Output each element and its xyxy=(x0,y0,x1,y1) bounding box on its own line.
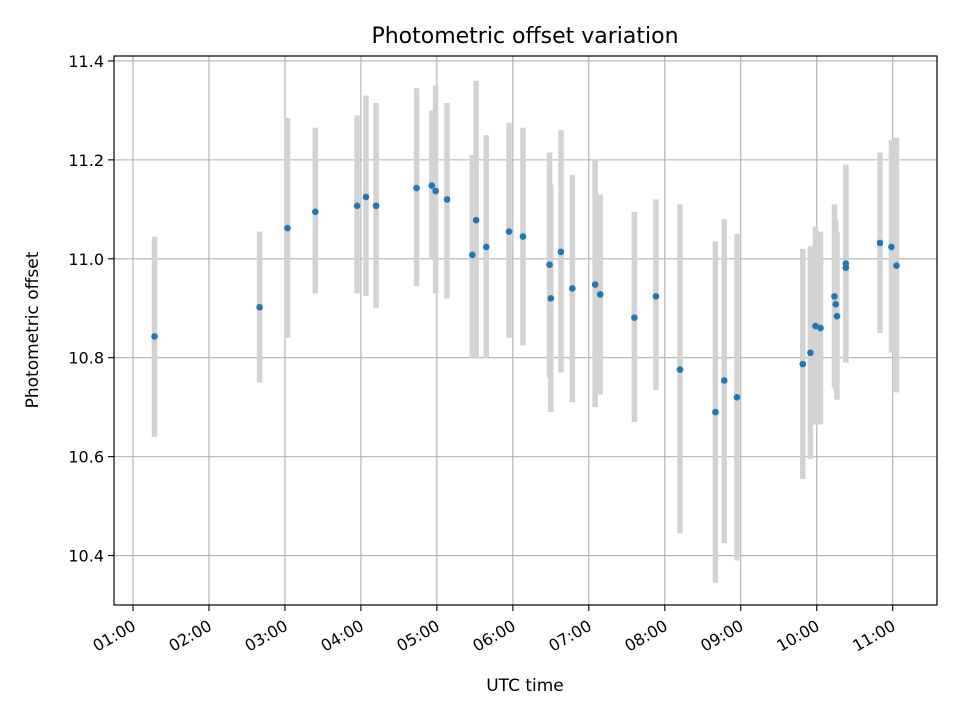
error-bars xyxy=(151,80,900,583)
data-point xyxy=(443,196,451,203)
y-axis: 10.4 10.6 10.8 11.0 11.2 11.4 xyxy=(68,52,114,566)
data-point xyxy=(256,303,263,311)
data-points xyxy=(151,182,900,416)
x-tick-label: 06:00 xyxy=(469,616,518,656)
y-tick-label: 10.8 xyxy=(68,349,104,368)
data-point xyxy=(720,377,728,384)
data-point xyxy=(876,239,884,247)
data-point xyxy=(428,182,436,189)
x-tick-label: 09:00 xyxy=(697,616,746,656)
y-tick-label: 10.6 xyxy=(68,448,104,467)
x-tick-label: 07:00 xyxy=(545,616,594,656)
x-tick-label: 08:00 xyxy=(621,616,670,656)
data-point xyxy=(842,260,850,268)
data-point xyxy=(472,216,480,224)
y-tick-label: 11.0 xyxy=(68,250,104,269)
data-point xyxy=(596,291,604,298)
data-point xyxy=(817,324,824,332)
data-point xyxy=(519,233,527,240)
data-point xyxy=(505,228,513,235)
data-point xyxy=(469,251,476,259)
data-point xyxy=(676,366,684,373)
data-point xyxy=(432,187,439,195)
data-point xyxy=(557,248,565,256)
data-point xyxy=(733,393,741,401)
data-point xyxy=(893,262,900,270)
data-point xyxy=(151,333,158,340)
data-point xyxy=(312,208,319,216)
x-tick-label: 04:00 xyxy=(317,616,366,656)
y-tick-label: 10.4 xyxy=(68,547,104,566)
y-tick-label: 11.4 xyxy=(68,52,104,71)
x-tick-label: 03:00 xyxy=(241,616,290,656)
data-point xyxy=(833,312,841,320)
data-point xyxy=(631,314,638,321)
x-axis: 01:00 02:00 03:00 04:00 05:00 06:00 07:00 08:00… xyxy=(90,605,899,656)
data-point xyxy=(482,243,490,251)
x-tick-label: 11:00 xyxy=(849,616,898,656)
data-point xyxy=(831,293,838,300)
x-tick-label: 05:00 xyxy=(393,616,442,656)
data-point xyxy=(547,295,555,302)
data-point xyxy=(284,224,291,232)
data-point xyxy=(888,243,895,251)
data-point xyxy=(799,360,807,368)
data-point xyxy=(353,202,361,210)
data-point xyxy=(712,408,719,416)
x-tick-label: 02:00 xyxy=(166,616,215,656)
data-point xyxy=(652,293,660,300)
data-point xyxy=(591,281,599,288)
y-tick-label: 11.2 xyxy=(68,151,104,170)
chart-title: Photometric offset variation xyxy=(371,24,678,49)
data-point xyxy=(372,202,380,210)
data-point xyxy=(832,300,840,308)
data-point xyxy=(413,184,420,192)
y-axis-label: Photometric offset xyxy=(23,251,43,408)
x-tick-label: 10:00 xyxy=(773,616,822,656)
data-point xyxy=(812,322,819,330)
x-axis-label: UTC time xyxy=(486,676,564,696)
data-point xyxy=(362,193,370,201)
data-point xyxy=(569,285,576,292)
data-point xyxy=(807,349,814,357)
plot-frame xyxy=(113,55,938,606)
x-tick-label: 01:00 xyxy=(90,616,139,656)
data-point xyxy=(546,261,553,269)
